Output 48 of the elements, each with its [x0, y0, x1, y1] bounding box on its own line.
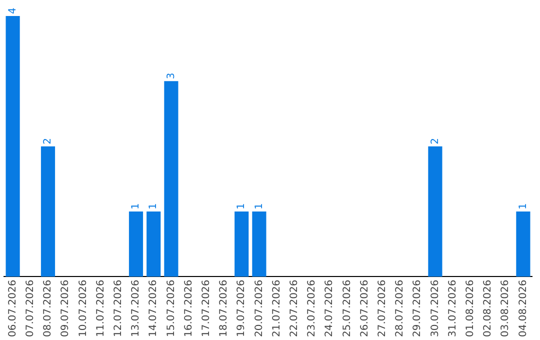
x-tick-label: 23.07.2026 [306, 280, 318, 338]
x-tick-label: 21.07.2026 [271, 280, 282, 338]
x-tick-label: 26.07.2026 [359, 280, 370, 338]
bar [146, 212, 161, 277]
x-tick-label: 12.07.2026 [112, 280, 124, 338]
x-tick-label: 09.07.2026 [60, 280, 72, 338]
x-tick-label: 25.07.2026 [342, 280, 353, 338]
x-tick-label: 27.07.2026 [376, 280, 388, 338]
x-tick-label: 02.08.2026 [482, 280, 494, 338]
x-tick-label: 13.07.2026 [130, 280, 142, 338]
x-tick-label: 17.07.2026 [200, 280, 212, 338]
x-tick-label: 03.08.2026 [500, 280, 512, 338]
x-tick-label: 10.07.2026 [78, 280, 89, 338]
data-label: 2 [42, 138, 54, 144]
x-tick-label: 31.07.2026 [447, 280, 458, 338]
bar [40, 146, 56, 277]
x-tick-label: 11.07.2026 [95, 280, 106, 338]
x-tick-label: 18.07.2026 [218, 280, 230, 338]
data-label: 2 [430, 138, 441, 144]
x-tick-label: 14.07.2026 [148, 280, 160, 338]
x-tick-label: 06.07.2026 [7, 280, 18, 338]
data-label: 1 [254, 203, 265, 210]
x-tick-label: 22.07.2026 [288, 280, 300, 338]
x-tick-label: 16.07.2026 [183, 280, 194, 338]
x-tick-label: 01.08.2026 [464, 280, 476, 338]
x-tick-label: 07.07.2026 [24, 280, 36, 338]
bar [6, 16, 20, 277]
bar [164, 81, 178, 277]
data-label: 1 [236, 203, 248, 210]
bar [516, 212, 530, 277]
x-tick-label: 30.07.2026 [430, 280, 441, 338]
data-label: 4 [7, 8, 18, 14]
data-label: 1 [518, 203, 529, 210]
x-tick-label: 08.07.2026 [42, 280, 54, 338]
x-tick-label: 24.07.2026 [324, 280, 336, 338]
x-tick-label: 20.07.2026 [254, 280, 265, 338]
x-tick-label: 29.07.2026 [412, 280, 424, 338]
data-label: 3 [166, 72, 177, 80]
x-tick-label: 28.07.2026 [394, 280, 406, 338]
data-label: 1 [130, 203, 142, 210]
bar [252, 212, 266, 277]
data-label: 1 [148, 203, 160, 210]
x-tick-label: 15.07.2026 [166, 280, 177, 338]
x-tick-label: 19.07.2026 [236, 280, 248, 338]
bar [128, 212, 144, 277]
x-tick-label: 04.08.2026 [518, 280, 529, 338]
bar [428, 146, 442, 277]
bar [234, 212, 249, 277]
